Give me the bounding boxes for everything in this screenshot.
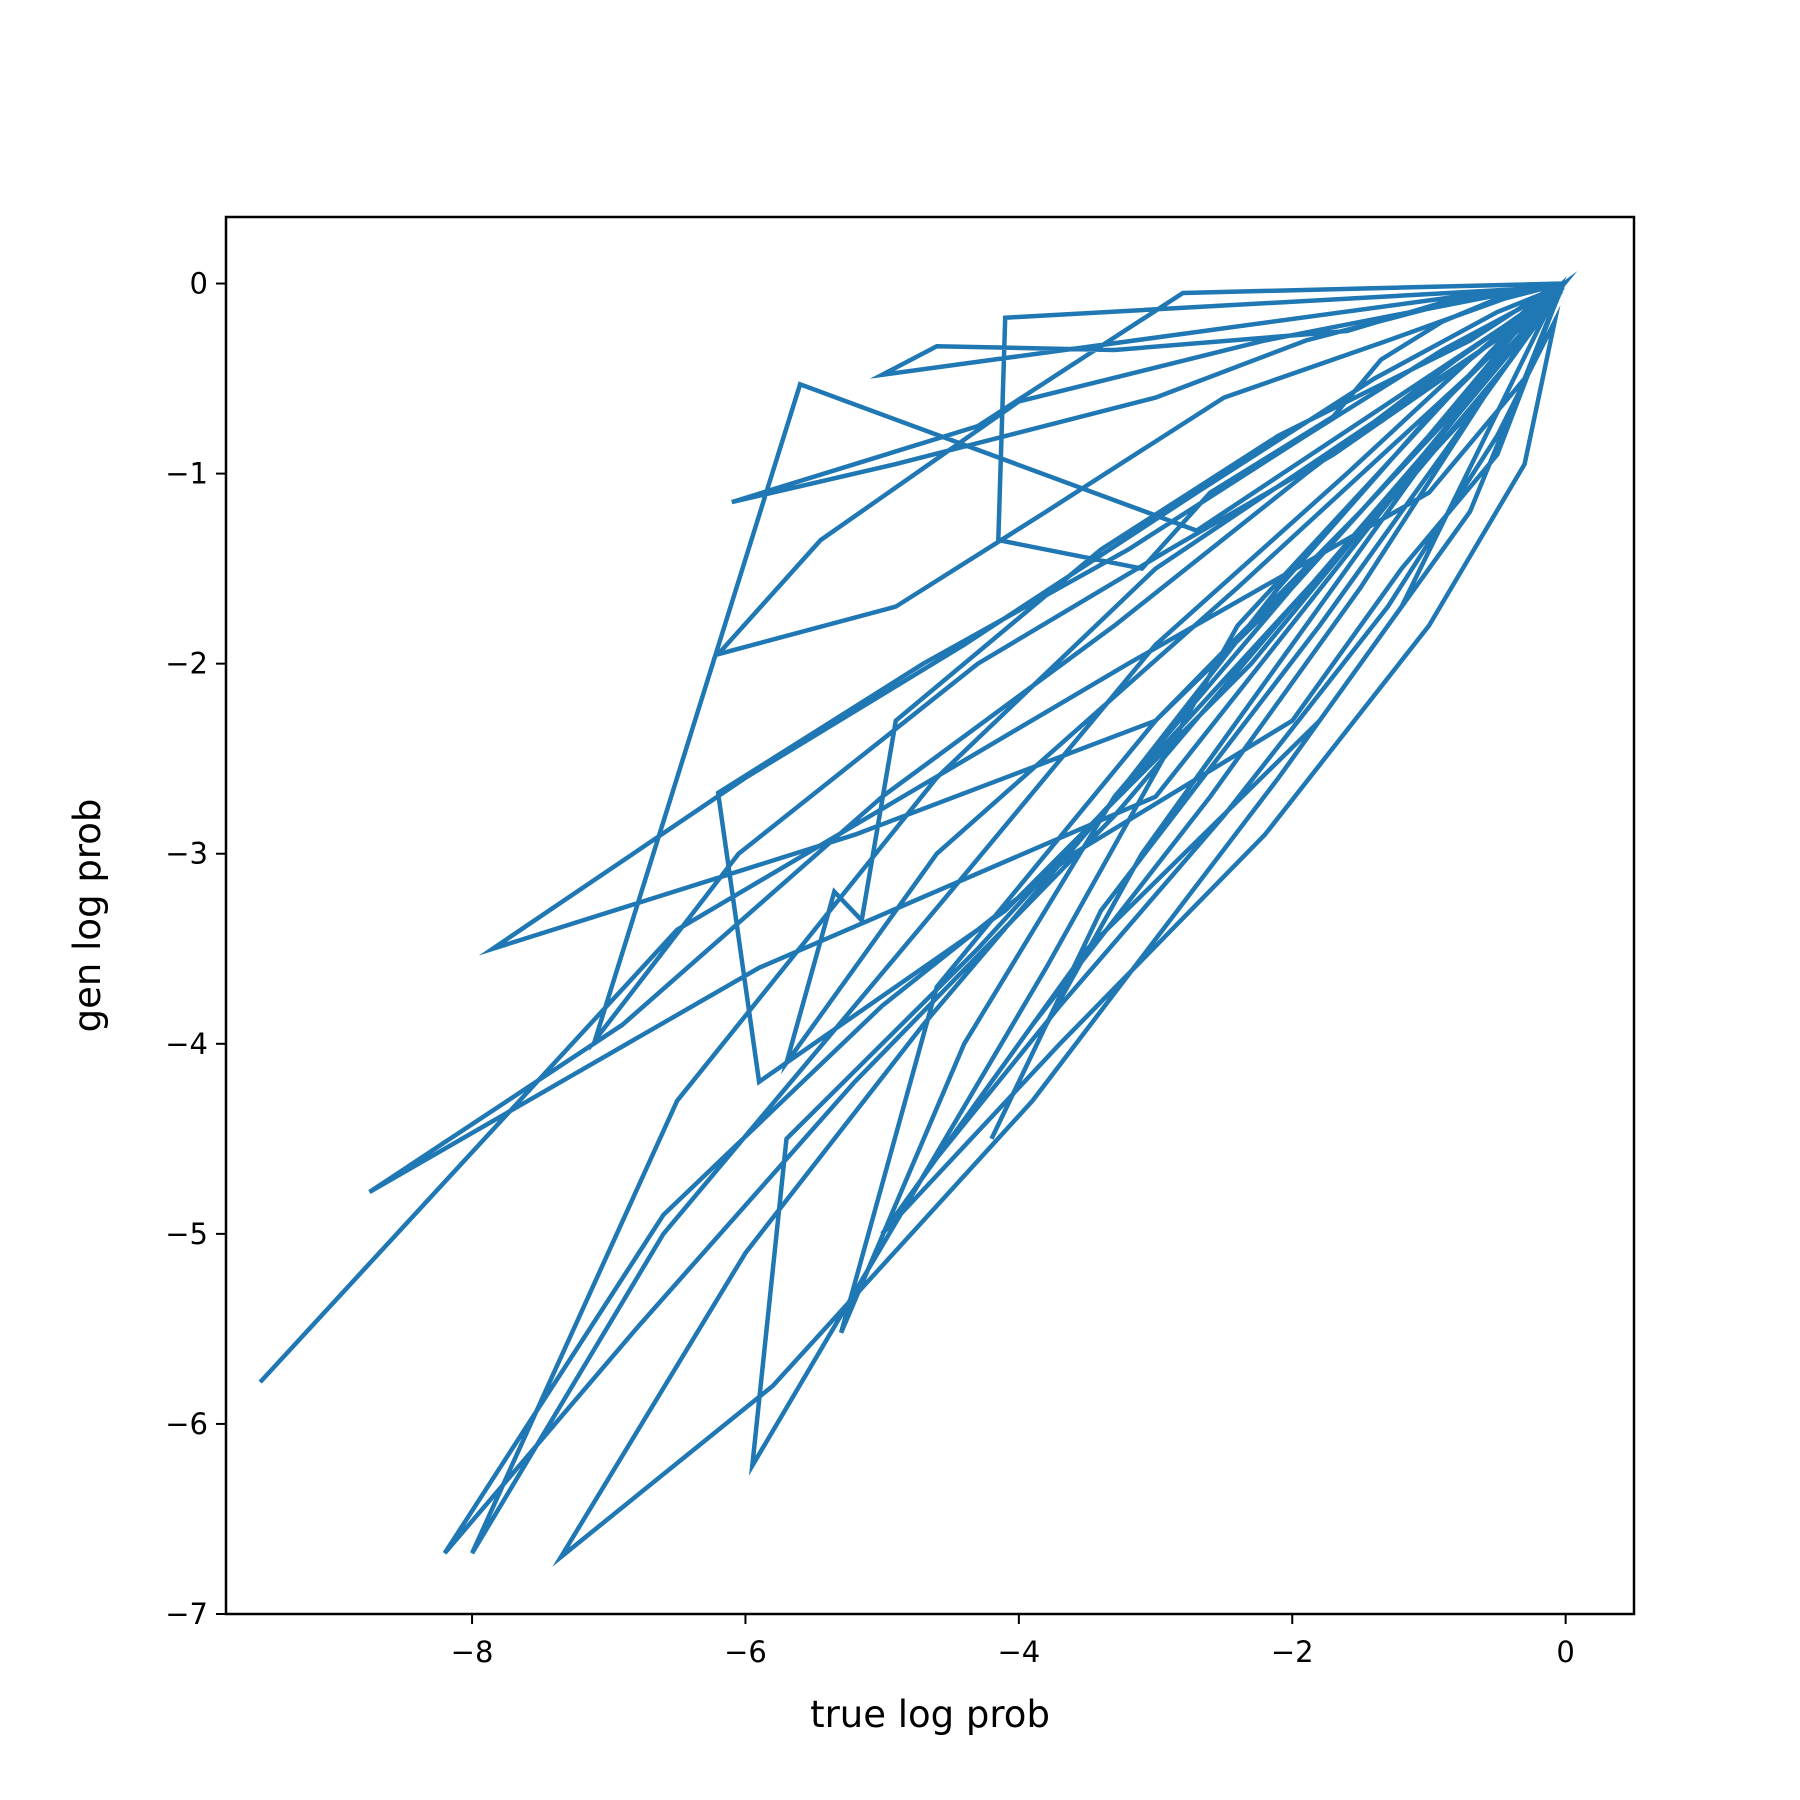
y-tick-label: −1 [165, 457, 208, 491]
y-axis-label: gen log prob [66, 799, 109, 1033]
series-layer [258, 271, 1578, 1567]
y-tick-label: −5 [165, 1217, 208, 1251]
x-tick-label: −6 [724, 1635, 767, 1669]
series-line-0 [258, 271, 1578, 1567]
x-axis-ticks: −8 −6 −4 −2 0 [451, 1614, 1575, 1669]
y-tick-label: 0 [190, 267, 208, 301]
y-tick-label: −2 [165, 647, 208, 681]
y-tick-label: −6 [165, 1407, 208, 1441]
x-tick-label: −4 [997, 1635, 1040, 1669]
x-tick-label: 0 [1556, 1635, 1574, 1669]
axes-frame [224, 215, 1636, 1616]
x-axis-label: true log prob [810, 1693, 1050, 1736]
x-tick-label: −2 [1271, 1635, 1314, 1669]
y-axis-ticks: 0 −1 −2 −3 −4 −5 −6 −7 [165, 267, 226, 1631]
y-tick-label: −3 [165, 837, 208, 871]
y-tick-label: −7 [165, 1597, 208, 1631]
y-tick-label: −4 [165, 1027, 208, 1061]
x-tick-label: −8 [451, 1635, 494, 1669]
